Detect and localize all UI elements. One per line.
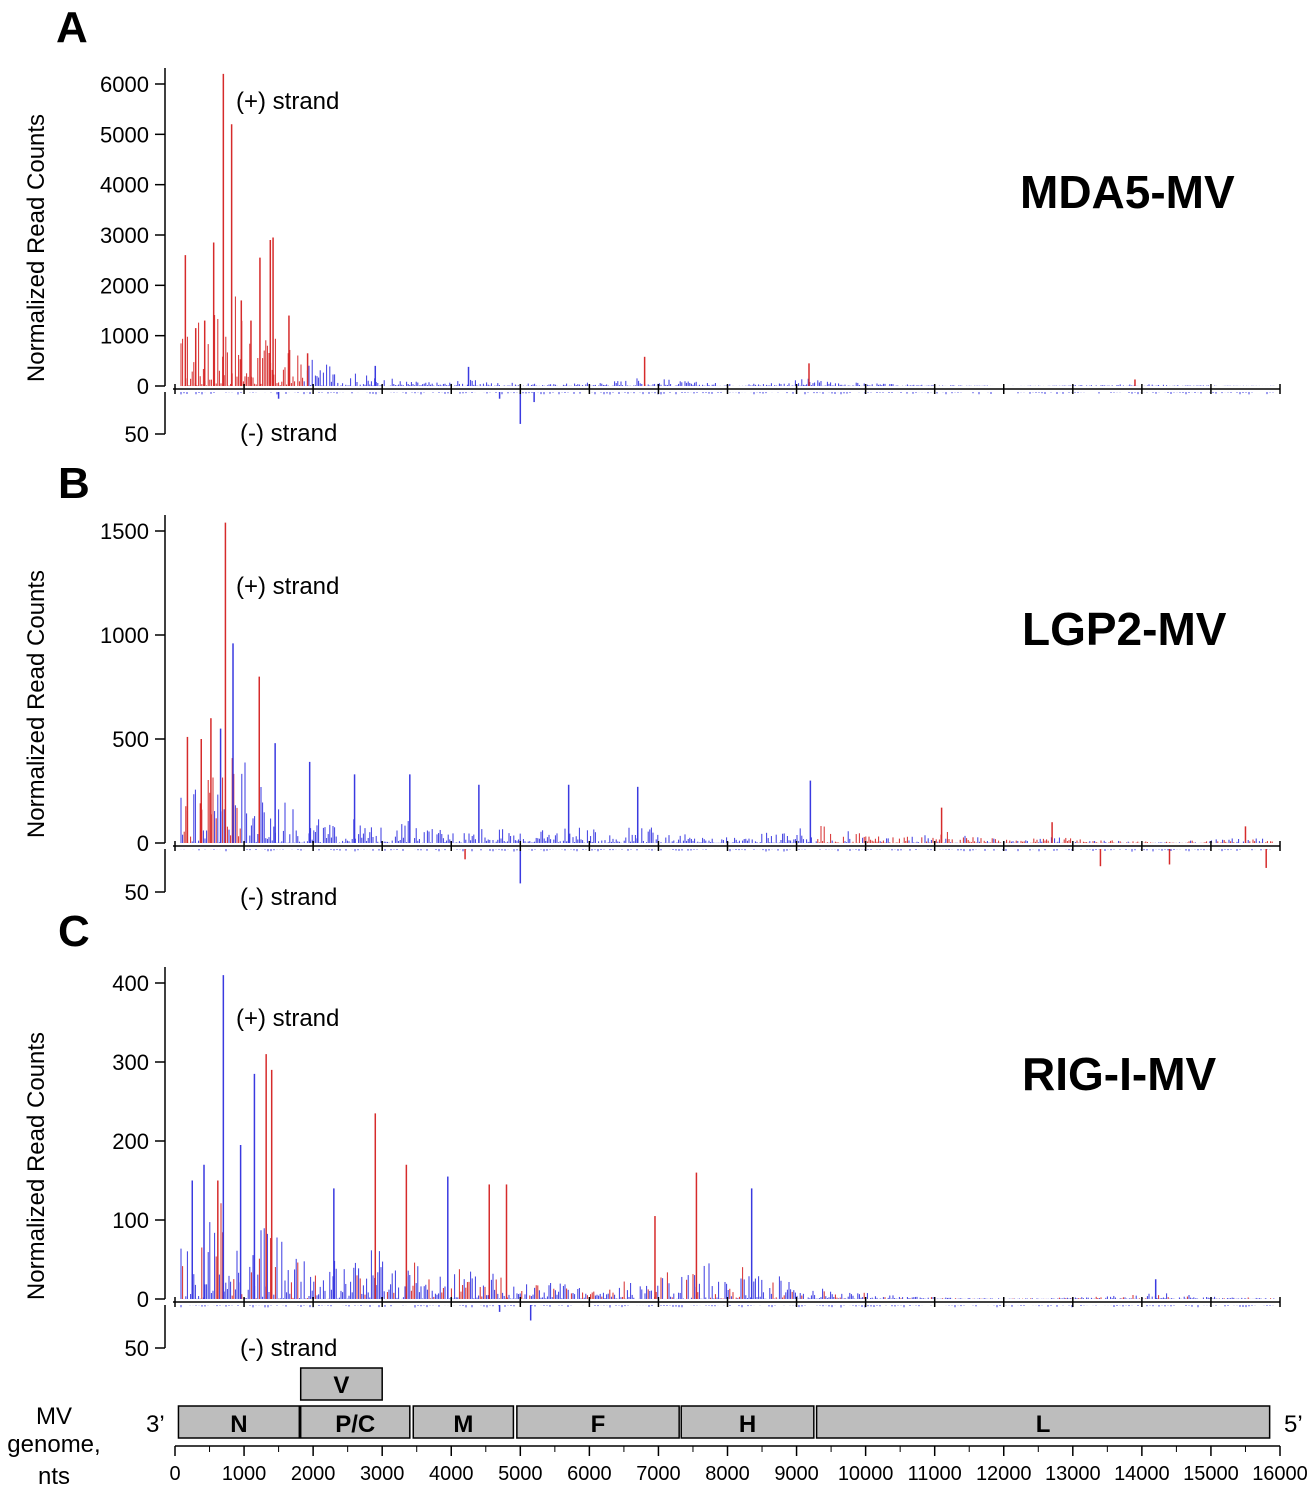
y-tick-label-b: 500 [112, 727, 149, 752]
y-tick-label-a: 5000 [100, 122, 149, 147]
genome-x-tick-label: 11000 [908, 1463, 962, 1485]
y-tick-label-minus-c: 50 [125, 1336, 149, 1361]
gene-box [412, 1405, 515, 1439]
y-axis-label-a: Normalized Read Counts [23, 114, 50, 382]
gene-label: L [1036, 1411, 1051, 1438]
genome-marks: N P/C M F H L V 0 1000 2000 3000 4000 5000 6000 7000 80… [169, 1367, 1308, 1485]
panel-a: A MDA5-MV Normalized Read Counts (+) str… [23, 3, 1281, 447]
chart-marks-c: 0 100 200 300 400 50 [112, 967, 1281, 1361]
minus-coverage-b [180, 849, 1274, 852]
gene-box [680, 1405, 815, 1439]
genome-x-tick-label: 10000 [838, 1463, 894, 1485]
genome-x-tick-label: 3000 [360, 1463, 405, 1485]
y-tick-label-a: 6000 [100, 72, 149, 97]
coverage-bars-b [180, 758, 1275, 843]
genome-x-tick-label: 1000 [222, 1463, 267, 1485]
gene-label: N [230, 1411, 247, 1438]
gene-box [177, 1405, 301, 1439]
y-tick-label-c: 100 [112, 1208, 149, 1233]
y-tick-label-a: 4000 [100, 173, 149, 198]
y-tick-label-a: 2000 [100, 273, 149, 298]
coverage-bars-c [180, 1203, 1275, 1299]
minus-coverage-c [180, 1305, 1274, 1308]
y-tick-label-b: 1000 [100, 623, 149, 648]
genome-end-5: 5’ [1284, 1411, 1303, 1438]
plus-strand-label-a: (+) strand [236, 88, 339, 115]
genome-x-tick-label: 12000 [976, 1463, 1032, 1485]
plus-strand-label-b: (+) strand [236, 573, 339, 600]
gene-label: H [739, 1411, 756, 1438]
panel-letter-a: A [56, 3, 88, 52]
genome-x-tick-label: 4000 [429, 1463, 474, 1485]
y-tick-label-minus-a: 50 [125, 422, 149, 447]
y-tick-label-c: 200 [112, 1129, 149, 1154]
minus-strand-label-a: (-) strand [240, 420, 337, 447]
gene-label-v: V [333, 1372, 349, 1399]
y-tick-label-minus-b: 50 [125, 880, 149, 905]
genome-x-tick-label: 15000 [1183, 1463, 1239, 1485]
y-tick-label-a: 3000 [100, 223, 149, 248]
panel-letter-c: C [58, 907, 90, 956]
genome-x-tick-label: 13000 [1045, 1463, 1101, 1485]
genome-label-line2: genome, [7, 1431, 100, 1458]
gene-label: P/C [335, 1411, 375, 1438]
gene-label: M [453, 1411, 473, 1438]
gene-label: F [591, 1411, 606, 1438]
y-axis-label-c: Normalized Read Counts [23, 1032, 50, 1300]
chart-marks-b: 0 500 1000 1500 50 [100, 515, 1281, 905]
y-tick-label-c: 400 [112, 971, 149, 996]
gene-box [516, 1405, 680, 1439]
panel-letter-b: B [58, 459, 90, 508]
genome-x-tick-label: 5000 [498, 1463, 543, 1485]
y-tick-label-b: 1500 [100, 519, 149, 544]
minus-strand-label-c: (-) strand [240, 1335, 337, 1362]
gene-box-v [299, 1367, 383, 1401]
y-tick-label-c: 300 [112, 1050, 149, 1075]
genome-x-tick-label: 9000 [774, 1463, 819, 1485]
y-tick-label-c: 0 [137, 1287, 149, 1312]
genome-end-3: 3’ [146, 1411, 165, 1438]
y-tick-label-b: 0 [137, 831, 149, 856]
minus-strand-label-b: (-) strand [240, 884, 337, 911]
panel-b: B LGP2-MV Normalized Read Counts (+) str… [23, 459, 1281, 911]
genome-x-tick-label: 16000 [1252, 1463, 1308, 1485]
y-axis-label-b: Normalized Read Counts [23, 570, 50, 838]
genome-label-line1: MV [36, 1403, 72, 1430]
minus-coverage-a [180, 392, 1274, 395]
genome-map: MV genome, nts 3’ 5’ N P/C M F H L V 0 1000 2000 3… [7, 1367, 1308, 1490]
genome-x-tick-label: 7000 [636, 1463, 681, 1485]
chart-marks-a: 0 1000 2000 3000 4000 5000 6000 50 [100, 68, 1281, 447]
coverage-bars-a [180, 296, 1275, 386]
y-tick-label-a: 1000 [100, 324, 149, 349]
genome-x-tick-label: 14000 [1114, 1463, 1170, 1485]
gene-box [299, 1405, 411, 1439]
genome-x-tick-label: 6000 [567, 1463, 612, 1485]
panel-title-b: LGP2-MV [1022, 603, 1227, 655]
genome-x-tick-label: 2000 [291, 1463, 336, 1485]
plus-strand-label-c: (+) strand [236, 1005, 339, 1032]
panel-c: C RIG-I-MV Normalized Read Counts (+) st… [23, 907, 1281, 1362]
y-tick-label-a: 0 [137, 374, 149, 399]
genome-x-tick-label: 0 [169, 1463, 180, 1485]
panel-title-c: RIG-I-MV [1022, 1048, 1217, 1100]
genome-x-tick-label: 8000 [705, 1463, 750, 1485]
gene-box [815, 1405, 1271, 1439]
panel-title-a: MDA5-MV [1020, 166, 1235, 218]
genome-label-line3: nts [38, 1463, 70, 1490]
